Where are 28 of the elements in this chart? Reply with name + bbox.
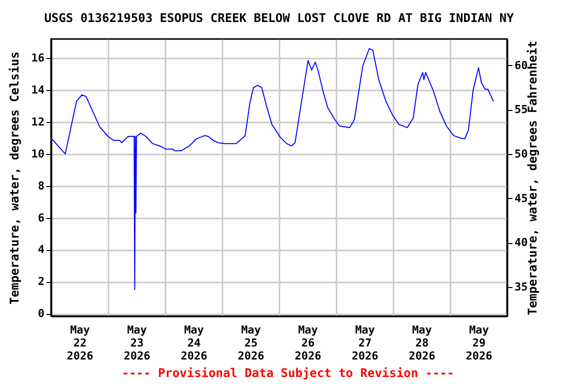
y-axis-title: Temperature, water, degrees Celsius (7, 52, 22, 304)
y-tick-label: 8 (38, 179, 44, 192)
line-series (51, 48, 494, 290)
x-tick-label: May 27 2026 (352, 324, 379, 362)
y2-tick-label: 50 (514, 147, 528, 160)
x-tick-label: May 24 2026 (180, 324, 208, 362)
y2-tick-label: 45 (514, 192, 528, 205)
x-tick-label: May 29 2026 (466, 324, 493, 362)
y-tick-label: 2 (38, 275, 44, 288)
chart-title: USGS 0136219503 ESOPUS CREEK BELOW LOST CLOVE RD AT BIG INDIAN NY (44, 11, 515, 25)
x-tick-label: May 25 2026 (238, 324, 265, 362)
y-tick-label: 10 (31, 147, 44, 160)
y-tick-label: 6 (38, 211, 45, 224)
x-tick-label: May 26 2026 (294, 324, 322, 362)
y-tick-label: 12 (31, 116, 44, 129)
x-tick-label: May 22 2026 (66, 324, 94, 362)
y2-tick-label: 40 (514, 236, 528, 250)
y-tick-label: 16 (31, 52, 45, 65)
y2-axis-title: Temperature, water, degrees Fahrenheit (526, 40, 540, 316)
x-tick-label: May 28 2026 (408, 324, 436, 362)
y2-tick-label: 35 (514, 280, 528, 294)
x-tick-label: May 23 2026 (124, 324, 151, 362)
y-tick-label: 0 (38, 307, 44, 320)
y-tick-label: 4 (38, 243, 45, 256)
text: ---- Provisional Data Subject to Revision ---- (120, 366, 456, 380)
y2-tick-label: 55 (514, 103, 528, 116)
y-tick-label: 14 (31, 84, 45, 97)
y2-tick-label: 60 (514, 58, 528, 72)
